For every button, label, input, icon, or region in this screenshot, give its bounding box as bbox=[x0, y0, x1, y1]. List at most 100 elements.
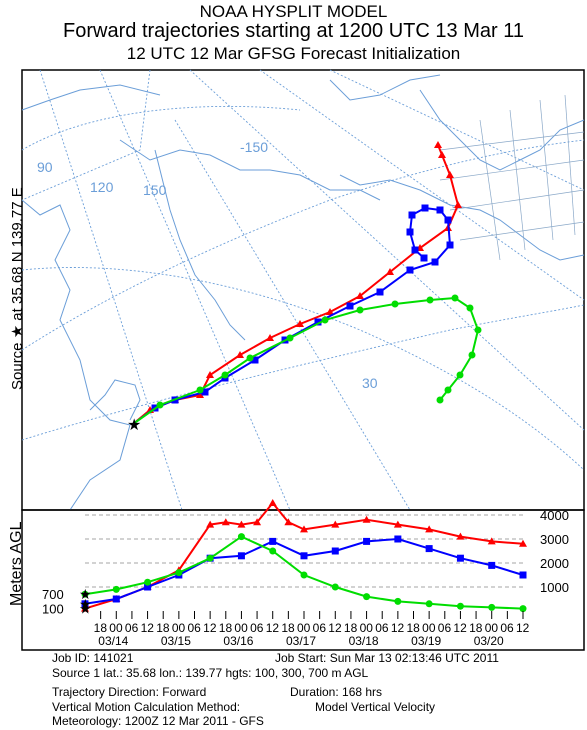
time-tick-label: 06 bbox=[313, 621, 327, 635]
time-tick-label: 12 bbox=[203, 621, 217, 635]
lon-label-120: 120 bbox=[90, 179, 114, 195]
map-trajectory-point bbox=[468, 351, 476, 359]
height-point bbox=[237, 520, 246, 528]
height-gridlines bbox=[85, 514, 525, 588]
height-tick-right: 1000 bbox=[540, 580, 569, 595]
time-tick-label: 18 bbox=[156, 621, 170, 635]
map-trajectory-point bbox=[386, 268, 394, 275]
height-point bbox=[206, 520, 215, 528]
height-point bbox=[206, 554, 214, 562]
lon-label-neg150: -150 bbox=[240, 139, 268, 155]
map-trajectory-point bbox=[206, 371, 214, 378]
height-point bbox=[425, 525, 434, 533]
time-tick-label: 12 bbox=[328, 621, 342, 635]
map-trajectory-point bbox=[251, 356, 259, 364]
source-info: Source 1 lat.: 35.68 lon.: 139.77 hgts: … bbox=[52, 666, 369, 680]
map-trajectory-point bbox=[236, 351, 244, 358]
time-tick-label: 00 bbox=[485, 621, 499, 635]
map-trajectory-point bbox=[411, 246, 419, 254]
time-tick-label: 00 bbox=[422, 621, 436, 635]
map-trajectory-point bbox=[451, 294, 459, 302]
date-label: 03/16 bbox=[223, 634, 253, 648]
map-trajectory-line bbox=[132, 296, 480, 425]
map-trajectory-point bbox=[438, 151, 446, 158]
map-trajectory-point bbox=[196, 391, 204, 398]
time-tick-label: 18 bbox=[94, 621, 108, 635]
height-tick-right: 2000 bbox=[540, 556, 569, 571]
height-series-line bbox=[84, 537, 524, 605]
height-point bbox=[425, 545, 433, 553]
height-point bbox=[269, 547, 277, 555]
map-trajectory-point bbox=[456, 371, 464, 379]
map-frame bbox=[21, 69, 585, 511]
map-trajectory-point bbox=[436, 396, 444, 404]
map-trajectory-point bbox=[446, 171, 454, 178]
height-point bbox=[456, 532, 465, 540]
lat-label-30: 30 bbox=[362, 375, 378, 391]
map-trajectory-point bbox=[296, 320, 304, 327]
map-trajectory-point bbox=[406, 228, 414, 236]
height-tick-right: 3000 bbox=[540, 532, 569, 547]
job-id: Job ID: 141021 bbox=[52, 651, 134, 665]
map-trajectory-point bbox=[314, 318, 322, 326]
height-point bbox=[363, 537, 371, 545]
height-point bbox=[300, 571, 308, 579]
time-tick-label: 18 bbox=[219, 621, 233, 635]
time-tick-label: 06 bbox=[125, 621, 139, 635]
duration: Duration: 168 hrs bbox=[290, 685, 383, 699]
height-point bbox=[519, 605, 527, 613]
map-trajectory-point bbox=[434, 141, 442, 148]
time-tick-label: 06 bbox=[438, 621, 452, 635]
time-tick-label: 00 bbox=[109, 621, 123, 635]
map-trajectory-point bbox=[444, 386, 452, 394]
height-point bbox=[284, 518, 293, 526]
time-tick-label: 06 bbox=[500, 621, 514, 635]
height-point bbox=[144, 583, 152, 591]
map-trajectory-point bbox=[391, 300, 399, 308]
job-start: Job Start: Sun Mar 13 02:13:46 UTC 2011 bbox=[275, 651, 499, 665]
height-point bbox=[237, 533, 245, 541]
map-trajectory-point bbox=[431, 258, 439, 266]
map-trajectory-point bbox=[454, 201, 462, 208]
height-point bbox=[175, 569, 183, 577]
height-point bbox=[393, 520, 402, 528]
height-point bbox=[221, 518, 230, 526]
time-tick-label: 00 bbox=[172, 621, 186, 635]
height-point bbox=[269, 537, 277, 545]
time-tick-label: 06 bbox=[188, 621, 202, 635]
time-tick-label: 06 bbox=[250, 621, 264, 635]
height-panel-frame bbox=[21, 509, 585, 651]
source-star-icon: ★ bbox=[79, 601, 92, 617]
height-point bbox=[394, 597, 402, 605]
time-tick-label: 12 bbox=[141, 621, 155, 635]
state-boundaries bbox=[439, 94, 585, 261]
map-trajectory-point bbox=[356, 292, 364, 299]
date-label: 03/19 bbox=[411, 634, 441, 648]
lon-label-150: 150 bbox=[143, 182, 167, 198]
map-trajectory-point bbox=[446, 241, 454, 249]
time-tick-label: 00 bbox=[360, 621, 374, 635]
map-trajectory-point bbox=[201, 388, 209, 396]
height-tick-right: 4000 bbox=[540, 508, 569, 523]
height-point bbox=[331, 547, 339, 555]
height-tick-left: 100 bbox=[42, 602, 64, 617]
time-tick-label: 18 bbox=[407, 621, 421, 635]
map-trajectory-point bbox=[421, 204, 429, 212]
map-trajectory-point bbox=[221, 371, 229, 379]
map-trajectory-point bbox=[426, 296, 434, 304]
map-trajectory-point bbox=[326, 308, 334, 315]
height-point bbox=[253, 518, 262, 526]
forecast-init-label: 12 UTC 12 Mar GFSG Forecast Initializati… bbox=[126, 44, 461, 63]
time-tick-label: 12 bbox=[453, 621, 467, 635]
height-point bbox=[331, 583, 339, 591]
height-series: ★★★ bbox=[79, 499, 527, 617]
height-point bbox=[362, 515, 371, 523]
map-trajectory-point bbox=[376, 288, 384, 296]
height-point bbox=[519, 571, 527, 579]
lat-label-90: 90 bbox=[37, 159, 53, 175]
height-point bbox=[81, 590, 89, 598]
time-tick-label: 12 bbox=[516, 621, 530, 635]
map-trajectory-point bbox=[466, 304, 474, 312]
time-tick-label: 18 bbox=[344, 621, 358, 635]
